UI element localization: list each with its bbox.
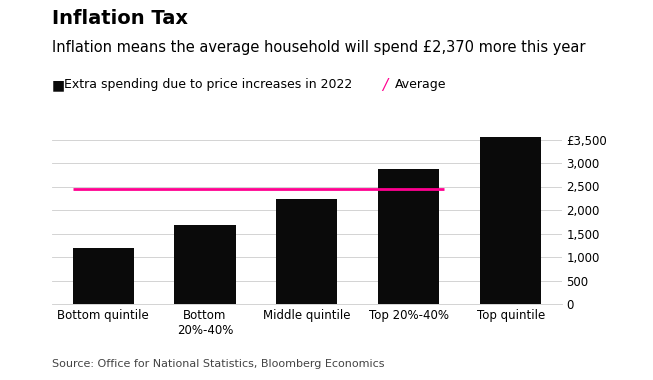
Bar (174, 225, 236, 304)
Text: Inflation Tax: Inflation Tax (52, 10, 188, 28)
Bar (480, 137, 541, 304)
Text: ■: ■ (52, 78, 65, 92)
Text: Average: Average (395, 78, 447, 91)
Bar (378, 169, 439, 304)
Bar (276, 199, 338, 304)
Text: Source: Office for National Statistics, Bloomberg Economics: Source: Office for National Statistics, … (52, 359, 385, 369)
Text: /: / (382, 78, 387, 93)
Text: Extra spending due to price increases in 2022: Extra spending due to price increases in… (64, 78, 352, 91)
Text: Inflation means the average household will spend £2,370 more this year: Inflation means the average household wi… (52, 40, 586, 55)
Bar (72, 248, 134, 304)
